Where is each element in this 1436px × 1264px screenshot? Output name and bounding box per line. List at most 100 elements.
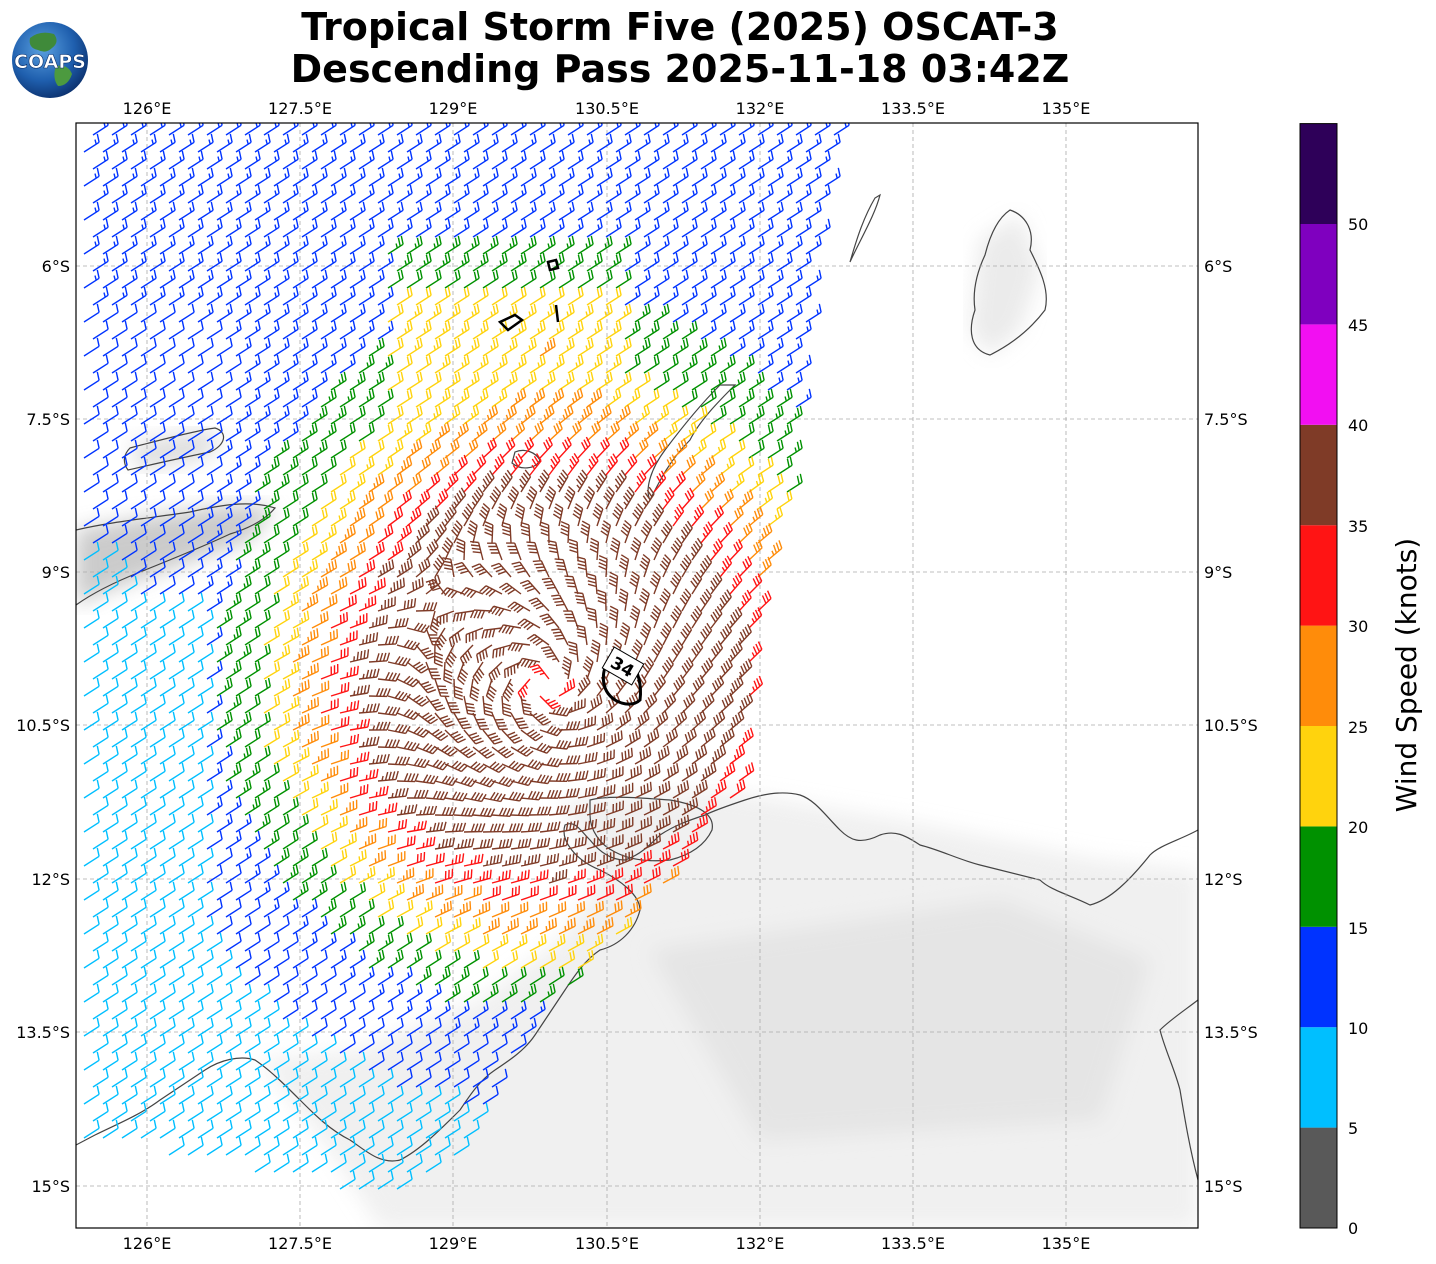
wind-barb xyxy=(102,1051,119,1071)
wind-barb xyxy=(575,469,588,493)
wind-barb xyxy=(263,320,280,340)
wind-barb xyxy=(282,184,299,204)
wind-barb xyxy=(377,490,394,510)
wind-barb xyxy=(596,917,614,935)
wind-barb xyxy=(425,201,442,221)
wind-barb xyxy=(159,643,176,663)
wind-barb xyxy=(235,779,252,799)
wind-barb xyxy=(586,900,604,918)
wind-barb xyxy=(583,486,596,510)
wind-barb xyxy=(263,864,280,884)
wind-barb xyxy=(434,744,458,757)
wind-barb xyxy=(187,286,204,306)
wind-barb xyxy=(510,388,527,408)
wind-barb xyxy=(301,490,318,510)
wind-barb xyxy=(456,538,466,561)
wind-barb xyxy=(776,490,793,510)
wind-barb xyxy=(254,507,271,527)
wind-barb xyxy=(406,851,426,867)
wind-barb xyxy=(691,709,707,731)
wind-barb xyxy=(130,626,147,646)
wind-barb xyxy=(681,762,698,782)
wind-barb xyxy=(767,540,783,561)
wind-barb xyxy=(605,766,624,782)
wind-barb xyxy=(311,1017,328,1037)
wind-barb xyxy=(244,898,261,918)
wind-barb xyxy=(653,849,671,867)
wind-barb xyxy=(168,864,185,884)
wind-barb xyxy=(111,320,128,340)
wind-barb xyxy=(596,817,616,833)
wind-barb xyxy=(482,1085,499,1105)
wind-barb xyxy=(358,1068,375,1088)
wind-barb xyxy=(330,473,347,493)
wind-barb xyxy=(719,252,736,272)
wind-barb xyxy=(491,746,514,759)
wind-barb xyxy=(396,899,414,918)
wind-barb xyxy=(225,932,242,952)
wind-barb xyxy=(805,303,822,323)
wind-barb xyxy=(605,692,621,714)
wind-barb xyxy=(624,150,641,170)
wind-barb xyxy=(273,235,290,255)
wind-barb xyxy=(425,790,449,801)
wind-barb xyxy=(92,456,109,476)
wind-barb xyxy=(814,218,831,238)
wind-barb xyxy=(140,813,157,833)
wind-barb xyxy=(263,123,280,136)
wind-barb xyxy=(320,663,339,680)
wind-barb xyxy=(795,354,812,374)
wind-barb xyxy=(491,712,508,731)
wind-barb xyxy=(767,201,784,221)
wind-barb xyxy=(767,167,784,187)
wind-barb xyxy=(292,337,309,357)
wind-barb xyxy=(529,837,551,850)
wind-barb xyxy=(377,671,401,682)
wind-barb xyxy=(244,1068,261,1088)
wind-barb xyxy=(292,405,309,425)
wind-barb xyxy=(710,235,727,255)
wind-barb xyxy=(178,201,195,221)
wind-barb xyxy=(558,917,576,935)
wind-barb xyxy=(634,337,651,357)
wind-barb xyxy=(558,436,572,459)
wind-barb xyxy=(263,354,280,374)
wind-barb xyxy=(282,218,299,238)
wind-barb xyxy=(453,1034,470,1054)
wind-barb xyxy=(814,184,831,204)
wind-barb xyxy=(102,575,119,595)
wind-barb xyxy=(558,337,575,357)
wind-barb xyxy=(311,542,328,561)
wind-barb xyxy=(396,252,413,272)
wind-barb xyxy=(301,932,318,952)
wind-barb xyxy=(349,1153,366,1173)
wind-barb xyxy=(121,201,138,221)
wind-barb xyxy=(168,123,185,136)
wind-barb xyxy=(83,745,100,765)
wind-barb xyxy=(130,796,147,816)
wind-barb xyxy=(738,762,755,782)
wind-barb xyxy=(339,1000,356,1020)
wind-barb xyxy=(111,694,128,714)
wind-barb xyxy=(415,1000,432,1020)
wind-barb xyxy=(710,538,724,561)
wind-barb xyxy=(415,805,438,816)
wind-barb xyxy=(197,1085,214,1105)
wind-barb xyxy=(102,405,119,425)
wind-barb xyxy=(526,485,538,510)
wind-barb xyxy=(140,881,157,901)
wind-barb xyxy=(672,814,690,833)
wind-barb xyxy=(254,1085,271,1105)
wind-barb xyxy=(92,660,109,680)
wind-barb xyxy=(235,541,252,561)
wind-barb xyxy=(577,201,594,221)
wind-barb xyxy=(586,867,605,884)
wind-barb xyxy=(197,167,214,187)
wind-barb xyxy=(572,503,584,527)
wind-barb xyxy=(368,949,385,969)
wind-barb xyxy=(187,558,204,578)
wind-barb xyxy=(767,439,784,459)
wind-barb xyxy=(491,453,505,476)
wind-barb xyxy=(292,814,309,833)
colorbar-tick-label: 10 xyxy=(1348,1019,1368,1038)
